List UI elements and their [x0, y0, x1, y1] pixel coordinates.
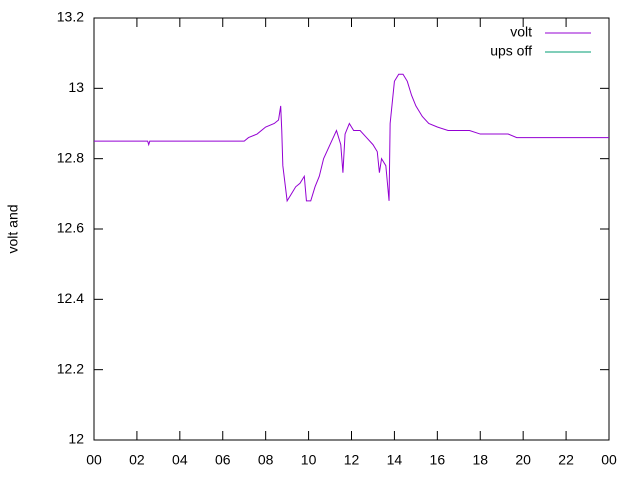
x-tick-label: 22 — [558, 452, 574, 468]
y-tick-label: 12.6 — [57, 220, 84, 236]
x-tick-label: 06 — [215, 452, 231, 468]
legend-label: volt — [510, 24, 532, 40]
x-tick-label: 10 — [301, 452, 317, 468]
x-tick-label: 16 — [430, 452, 446, 468]
y-tick-label: 12 — [68, 431, 84, 447]
y-tick-label: 12.8 — [57, 149, 84, 165]
x-tick-label: 12 — [344, 452, 360, 468]
x-tick-label: 08 — [258, 452, 274, 468]
line-series — [94, 73, 609, 203]
y-tick-label: 12.4 — [57, 290, 84, 306]
y-tick-label: 13.2 — [57, 9, 84, 25]
y-tick-label: 13 — [68, 79, 84, 95]
y-axis-label: volt and — [5, 204, 21, 253]
x-tick-label: 00 — [86, 452, 102, 468]
y-tick-label: 12.2 — [57, 360, 84, 376]
plot-border — [93, 17, 610, 441]
x-tick-label: 04 — [172, 452, 188, 468]
x-tick-label: 18 — [472, 452, 488, 468]
x-tick-label: 20 — [515, 452, 531, 468]
x-tick-label: 14 — [387, 452, 403, 468]
x-tick-label: 02 — [129, 452, 145, 468]
legend-label: ups off — [490, 43, 532, 59]
x-tick-label: 00 — [601, 452, 617, 468]
